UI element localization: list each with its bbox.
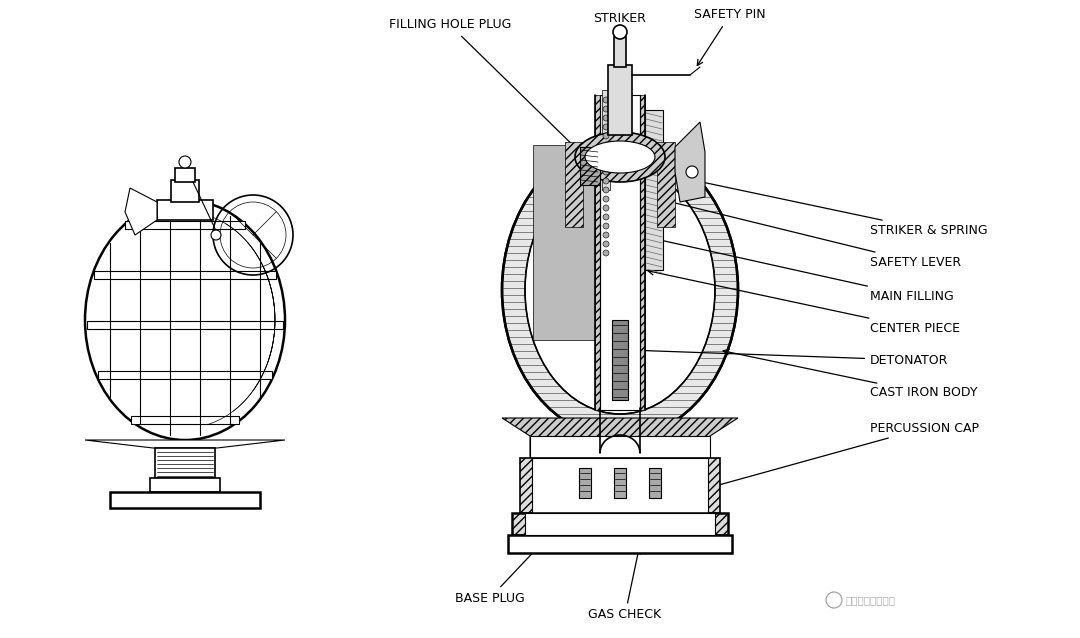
Bar: [530, 436, 710, 458]
Text: MAIN FILLING: MAIN FILLING: [575, 219, 954, 302]
Bar: [602, 90, 610, 190]
Ellipse shape: [603, 151, 609, 157]
Bar: [615, 37, 626, 67]
Bar: [649, 468, 661, 498]
Ellipse shape: [525, 166, 715, 414]
Bar: [110, 492, 260, 508]
Ellipse shape: [502, 142, 738, 438]
Ellipse shape: [603, 115, 609, 121]
Ellipse shape: [585, 141, 654, 173]
Bar: [579, 468, 591, 498]
Ellipse shape: [686, 166, 698, 178]
Bar: [98, 371, 272, 379]
Text: SAFETY LEVER: SAFETY LEVER: [667, 200, 961, 269]
Bar: [615, 468, 626, 498]
Ellipse shape: [603, 97, 609, 103]
Ellipse shape: [85, 200, 285, 440]
Ellipse shape: [603, 250, 609, 256]
Bar: [512, 513, 728, 535]
Ellipse shape: [603, 133, 609, 139]
Bar: [580, 147, 600, 185]
Bar: [125, 221, 245, 229]
Text: CAST IRON BODY: CAST IRON BODY: [724, 349, 977, 399]
Polygon shape: [502, 418, 738, 458]
Bar: [131, 416, 239, 424]
Bar: [645, 110, 663, 270]
Ellipse shape: [603, 187, 609, 193]
Bar: [612, 320, 627, 400]
Ellipse shape: [603, 142, 609, 148]
Ellipse shape: [603, 160, 609, 166]
Ellipse shape: [603, 124, 609, 130]
Ellipse shape: [613, 25, 627, 39]
Ellipse shape: [603, 223, 609, 229]
Bar: [608, 65, 632, 135]
Ellipse shape: [179, 156, 191, 168]
Bar: [150, 478, 220, 492]
Text: STRIKER: STRIKER: [594, 11, 647, 33]
Bar: [532, 458, 708, 513]
Text: CENTER PIECE: CENTER PIECE: [648, 269, 960, 334]
Text: SAFETY PIN: SAFETY PIN: [694, 8, 766, 66]
Ellipse shape: [603, 106, 609, 112]
Polygon shape: [125, 188, 157, 235]
Ellipse shape: [211, 230, 221, 240]
Polygon shape: [534, 145, 595, 340]
Text: FILLING HOLE PLUG: FILLING HOLE PLUG: [389, 19, 582, 154]
Bar: [171, 180, 199, 202]
Ellipse shape: [603, 232, 609, 238]
Bar: [657, 142, 675, 227]
Bar: [157, 200, 213, 220]
Text: 彩云的机械整备间: 彩云的机械整备间: [845, 595, 895, 605]
Text: BASE PLUG: BASE PLUG: [455, 527, 557, 604]
Bar: [640, 95, 645, 410]
Text: GAS CHECK: GAS CHECK: [589, 548, 662, 621]
Bar: [87, 321, 283, 329]
Ellipse shape: [603, 169, 609, 175]
Ellipse shape: [603, 241, 609, 247]
Bar: [508, 535, 732, 553]
Bar: [525, 513, 715, 535]
Polygon shape: [85, 440, 285, 448]
Ellipse shape: [603, 214, 609, 220]
Bar: [156, 448, 215, 478]
Text: DETONATOR: DETONATOR: [632, 348, 948, 366]
Ellipse shape: [603, 178, 609, 184]
Text: STRIKER & SPRING: STRIKER & SPRING: [649, 169, 987, 237]
Text: PERCUSSION CAP: PERCUSSION CAP: [712, 422, 978, 488]
Bar: [600, 95, 640, 410]
Ellipse shape: [603, 205, 609, 211]
Bar: [175, 168, 195, 182]
Ellipse shape: [603, 196, 609, 202]
Bar: [94, 271, 275, 279]
Ellipse shape: [575, 132, 665, 182]
Bar: [565, 142, 583, 227]
Bar: [519, 458, 720, 513]
Polygon shape: [675, 122, 705, 202]
Bar: [595, 95, 600, 410]
